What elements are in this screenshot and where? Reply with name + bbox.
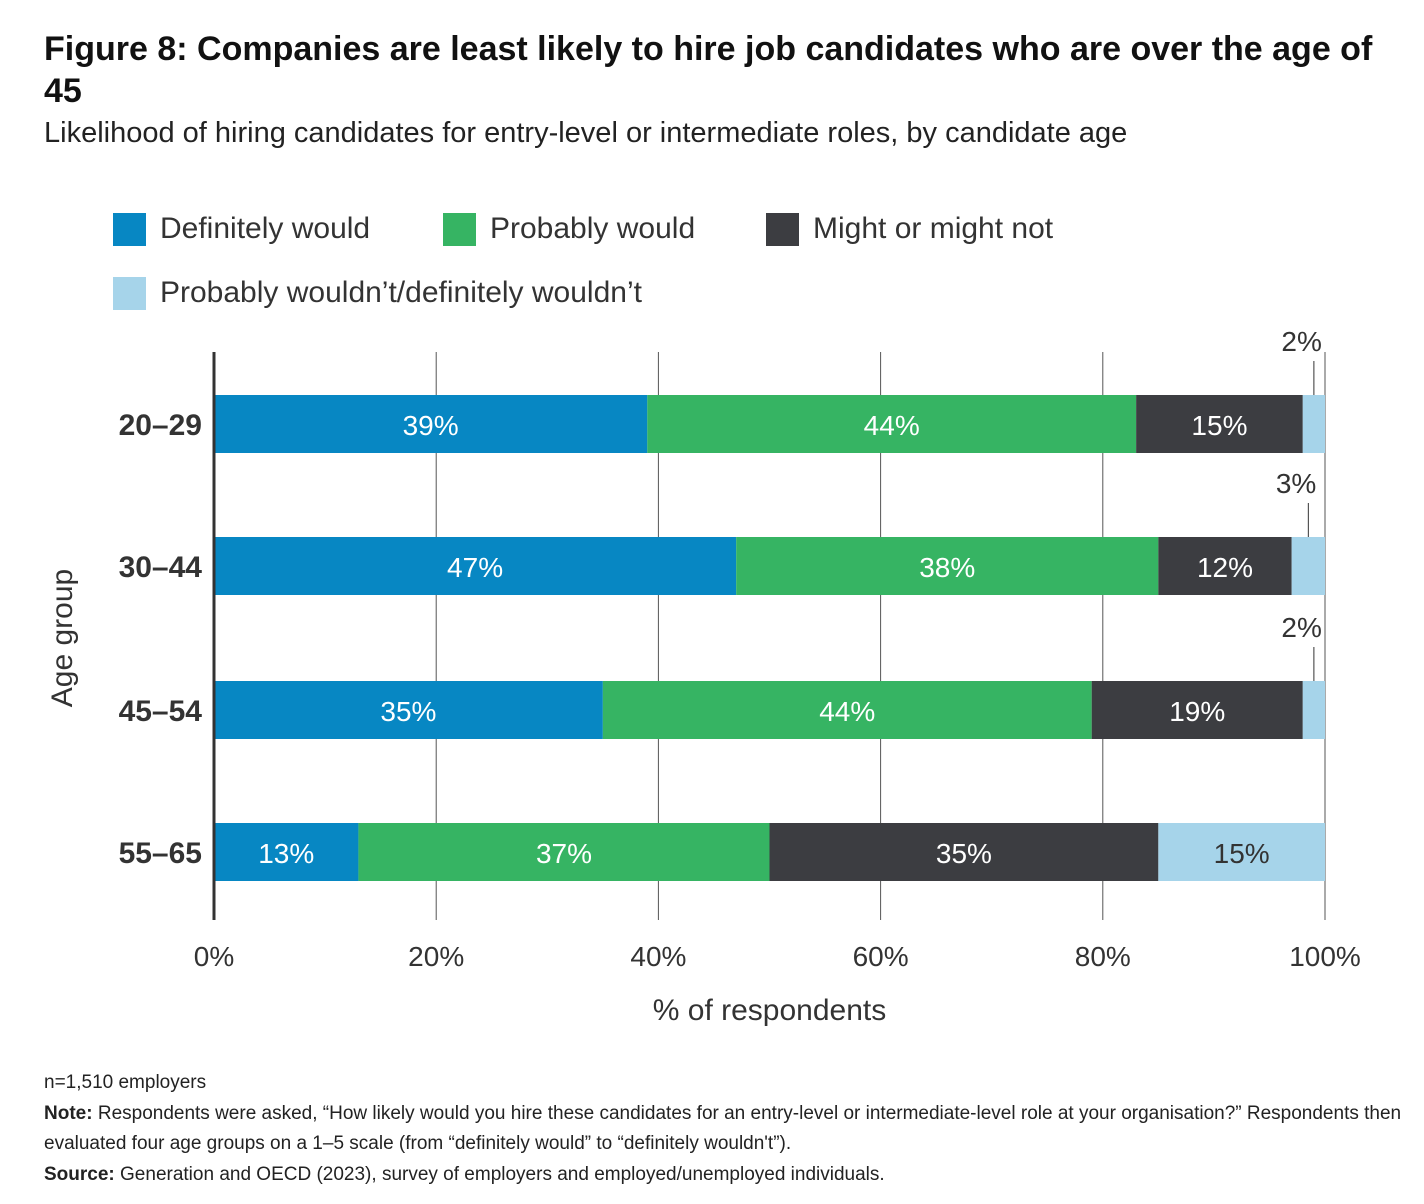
bar-segment [214, 395, 648, 453]
y-axis-title: Age group [46, 569, 79, 707]
bar-segment [736, 537, 1159, 595]
bar-segment [602, 681, 1092, 739]
bar-segment [1158, 823, 1325, 881]
data-label: 44% [819, 696, 875, 727]
legend-label: Probably wouldn’t/definitely wouldn’t [160, 276, 642, 309]
legend-item-probably-would: Probably would [443, 212, 695, 246]
legend-label: Probably would [490, 212, 696, 245]
bar-segment [1291, 537, 1325, 595]
source-label: Source: [44, 1164, 115, 1185]
y-tick-label: 45–54 [119, 695, 203, 728]
note-label: Note: [44, 1103, 93, 1124]
data-label: 38% [919, 552, 975, 583]
bar-segment [1302, 681, 1325, 739]
data-label: 35% [380, 696, 436, 727]
data-label: 35% [936, 838, 992, 869]
x-tick-label: 20% [408, 941, 464, 972]
note-text: Respondents were asked, “How likely woul… [44, 1103, 1402, 1154]
bar-segment [214, 681, 603, 739]
legend-item-definitely-would: Definitely would [113, 212, 370, 246]
legend-swatch [113, 212, 146, 246]
y-tick-label: 55–65 [119, 837, 202, 870]
bar-segment [769, 823, 1159, 881]
data-label: 44% [864, 410, 920, 441]
legend-swatch [443, 212, 476, 246]
bar-segment [647, 395, 1137, 453]
y-tick-label: 20–29 [119, 409, 202, 442]
stacked-bar-chart: 39% 44% 15% 2% 20–29 47% 38% 12% 3% 30–44 35% 44% 19… [46, 326, 1361, 1027]
legend-item-probably-wouldnt: Probably wouldn’t/definitely wouldn’t [113, 276, 642, 310]
bar-segment [1158, 537, 1292, 595]
bar-segment [358, 823, 770, 881]
data-label: 15% [1191, 410, 1247, 441]
data-label: 12% [1197, 552, 1253, 583]
legend-swatch [766, 212, 799, 246]
legend-item-might-or-might-not: Might or might not [766, 212, 1053, 246]
x-tick-label: 80% [1075, 941, 1131, 972]
bar-segment [1091, 681, 1303, 739]
data-label: 13% [258, 838, 314, 869]
data-label: 2% [1281, 612, 1321, 643]
footer-note: Note: Respondents were asked, “How likel… [44, 1099, 1404, 1159]
chart-subtitle: Likelihood of hiring candidates for entr… [44, 117, 1128, 149]
legend-swatch [113, 276, 146, 310]
x-tick-label: 60% [853, 941, 909, 972]
data-label: 2% [1281, 326, 1321, 357]
bar-segment [214, 823, 359, 881]
x-tick-label: 40% [630, 941, 686, 972]
bar-segment [1302, 395, 1325, 453]
footer-source: Source: Generation and OECD (2023), surv… [44, 1160, 1404, 1190]
data-label: 19% [1169, 696, 1225, 727]
data-label: 15% [1214, 838, 1270, 869]
bar-segment [214, 537, 737, 595]
data-label: 39% [403, 410, 459, 441]
bar-segment [1136, 395, 1303, 453]
x-tick-label: 0% [194, 941, 234, 972]
y-tick-label: 30–44 [119, 551, 203, 584]
source-text: Generation and OECD (2023), survey of em… [114, 1164, 885, 1185]
data-label: 37% [536, 838, 592, 869]
x-tick-label: 100% [1289, 941, 1361, 972]
chart-title: Figure 8: Companies are least likely to … [44, 30, 1373, 110]
x-axis-title: % of respondents [653, 994, 886, 1027]
legend-label: Definitely would [160, 212, 371, 245]
data-label: 3% [1276, 468, 1316, 499]
footer-sample-size: n=1,510 employers [44, 1072, 207, 1093]
legend-label: Might or might not [813, 212, 1054, 245]
data-label: 47% [447, 552, 503, 583]
